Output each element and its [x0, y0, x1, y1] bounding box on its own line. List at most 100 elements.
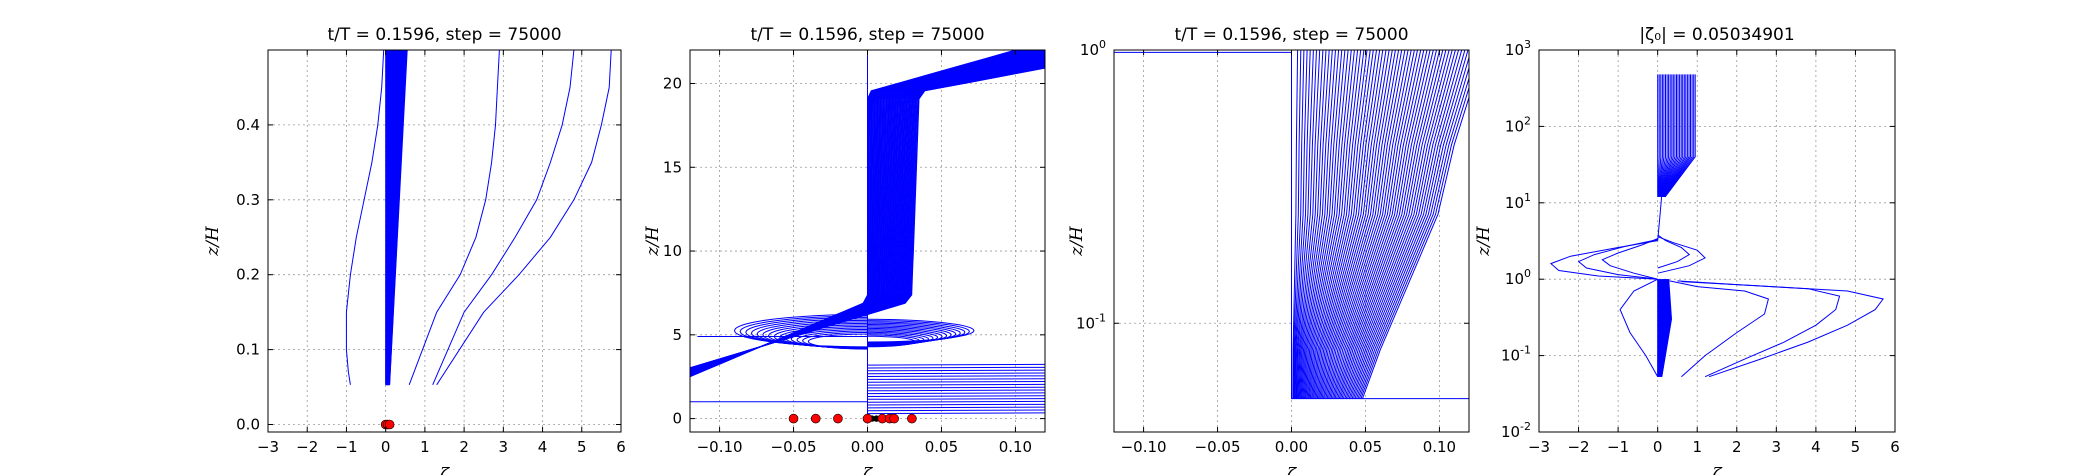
- x-tick-label: 2: [459, 438, 469, 456]
- upper-profile: [1659, 74, 1671, 197]
- profile-curve: [1657, 196, 1663, 241]
- upper-profile: [1659, 74, 1668, 197]
- profile-curve: [1300, 50, 1333, 399]
- y-tick-label: 15: [663, 158, 682, 176]
- upper-profile: [1659, 74, 1670, 197]
- profile-curve: [1334, 50, 1425, 399]
- profile-curve: [1350, 50, 1459, 399]
- upper-profile: [1661, 74, 1679, 197]
- y-tick-label: 0.2: [236, 266, 260, 284]
- profile-curve: [1359, 76, 1469, 399]
- profile-curve: [1356, 55, 1469, 399]
- subplot-1-data: [345, 49, 612, 430]
- upper-profile: [1660, 74, 1674, 197]
- x-tick-label: 0.10: [1423, 438, 1456, 456]
- y-tick-label: 20: [663, 75, 682, 93]
- profile-curve: [867, 389, 1045, 392]
- x-tick-label: −0.10: [697, 438, 743, 456]
- x-tick-label: 4: [1811, 438, 1821, 456]
- profile-curve: [867, 403, 1045, 406]
- profile-curve: [1325, 50, 1403, 399]
- profile-curve: [1340, 50, 1437, 399]
- x-tick-label: 0.10: [999, 438, 1032, 456]
- profile-curve: [1601, 238, 1658, 280]
- upper-profile: [1660, 74, 1677, 197]
- x-tick-label: −2: [296, 438, 318, 456]
- subplot-4-title: |ζ₀| = 0.05034901: [1639, 25, 1794, 45]
- profile-curve: [1297, 50, 1321, 399]
- subplot-3-ylabel: z/H: [1067, 225, 1087, 257]
- upper-profile: [1660, 74, 1673, 197]
- profile-curve: [867, 372, 1045, 375]
- upper-profile: [1664, 74, 1693, 198]
- profile-curve: [867, 412, 1045, 415]
- band-profile: [1661, 279, 1673, 377]
- upper-profile: [1661, 74, 1682, 198]
- profile-curve: [1297, 50, 1324, 399]
- upper-profile: [1657, 74, 1660, 197]
- profile-curve: [1333, 50, 1422, 399]
- upper-profile: [1657, 74, 1662, 197]
- profile-curve: [1619, 278, 1659, 377]
- profile-curve: [1345, 50, 1450, 399]
- profile-curve: [1549, 240, 1658, 280]
- x-tick-label: −0.10: [1121, 438, 1167, 456]
- profile-curve: [1669, 280, 1770, 378]
- subplot-3-curves: [1114, 50, 1469, 400]
- profile-curve: [1357, 66, 1469, 399]
- profile-curve: [1302, 50, 1340, 399]
- profile-curve: [867, 369, 1045, 372]
- subplot-1-title: t/T = 0.1596, step = 75000: [327, 25, 561, 45]
- y-tick-exponent: 0: [1099, 38, 1106, 51]
- profile-curve: [1328, 50, 1409, 399]
- profile-curve: [1657, 236, 1706, 274]
- x-tick-label: 5: [577, 438, 587, 456]
- profile-curve: [1321, 50, 1393, 399]
- profile-curve: [1322, 50, 1396, 399]
- subplot-1-xlabel: ζ: [440, 465, 451, 475]
- x-tick-label: 4: [538, 438, 548, 456]
- profile-curve: [1319, 50, 1387, 399]
- upper-profile: [1664, 74, 1695, 198]
- profile-curve: [1351, 50, 1463, 399]
- profile-curve: [1329, 50, 1412, 399]
- y-tick-label: 5: [672, 326, 682, 344]
- profile-curve: [1342, 50, 1444, 399]
- profile-curve: [867, 366, 1045, 369]
- profile-curve: [1294, 50, 1311, 399]
- x-tick-label: 0.00: [1275, 438, 1308, 456]
- subplot-4-xlabel: ζ: [1712, 465, 1723, 475]
- x-tick-label: 3: [1772, 438, 1782, 456]
- upper-profile: [1664, 74, 1696, 198]
- profile-curve: [1362, 95, 1469, 399]
- profile-curve: [867, 395, 1045, 397]
- profile-curve: [1313, 50, 1371, 399]
- loop-curve: [733, 313, 868, 348]
- profile-curve: [1292, 50, 1299, 399]
- profile-curve: [1657, 234, 1691, 269]
- subplot-2-title: t/T = 0.1596, step = 75000: [750, 25, 984, 45]
- x-tick-label: 6: [616, 438, 626, 456]
- upper-profile: [1662, 74, 1687, 198]
- x-tick-label: 0: [381, 438, 391, 456]
- profile-curve: [1577, 239, 1658, 280]
- profile-curve: [1330, 50, 1415, 399]
- y-tick-label: 0.1: [236, 341, 260, 359]
- subplot-4-frame: [1538, 49, 1896, 433]
- profile-curve: [1336, 50, 1428, 399]
- y-tick-exponent: -2: [1520, 420, 1531, 433]
- profile-curve: [1291, 50, 1469, 400]
- profile-curve: [1326, 50, 1406, 399]
- profile-curve: [1316, 50, 1381, 399]
- profile-curve: [1337, 50, 1431, 399]
- profile-curve: [1301, 50, 1336, 399]
- x-tick-label: −2: [1567, 438, 1589, 456]
- profile-curve: [1305, 50, 1349, 399]
- red-marker: [889, 413, 899, 424]
- x-tick-label: 0.00: [851, 438, 884, 456]
- x-tick-label: 0: [1653, 438, 1663, 456]
- profile-curve: [867, 398, 1045, 400]
- upper-profile: [1662, 74, 1684, 198]
- profile-curve: [1344, 50, 1447, 399]
